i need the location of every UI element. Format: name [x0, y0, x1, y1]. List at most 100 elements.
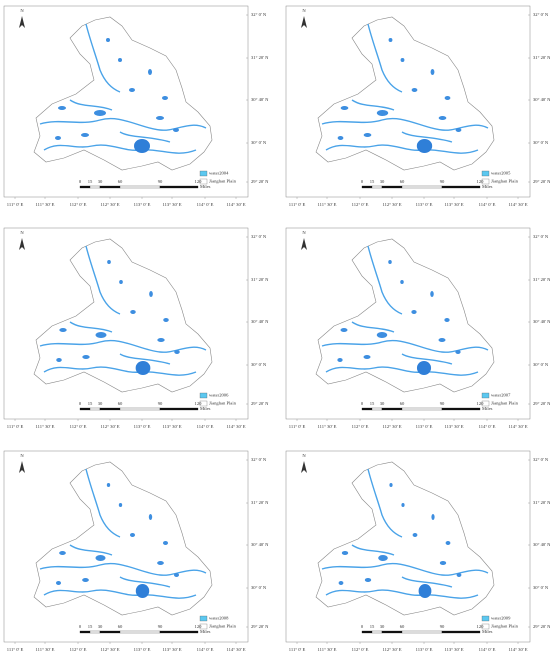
- north-label: N: [302, 453, 306, 458]
- lake: [106, 38, 110, 42]
- lake: [134, 139, 150, 153]
- lake: [376, 332, 388, 338]
- scale-segment: [159, 630, 199, 634]
- lake: [163, 318, 169, 322]
- river: [39, 117, 207, 131]
- scale-label: 90: [440, 179, 445, 184]
- lon-label: 113° 0' E: [134, 647, 151, 652]
- lon-label: 112° 0' E: [70, 202, 87, 207]
- legend-water-swatch: [199, 170, 208, 177]
- lake: [59, 551, 66, 555]
- lake: [340, 328, 348, 332]
- lake: [157, 561, 164, 565]
- scale-segment: [371, 630, 383, 634]
- lat-label: 31° 20' N: [533, 277, 550, 282]
- north-label: N: [302, 8, 306, 13]
- scale-segment: [441, 630, 481, 634]
- scale-label: 30: [380, 179, 385, 184]
- scale-label: 0: [361, 401, 364, 406]
- lake: [162, 96, 168, 100]
- lake: [401, 503, 405, 507]
- lon-label: 111° 30' E: [36, 202, 55, 207]
- lon-label: 111° 30' E: [36, 424, 55, 429]
- legend-plain-swatch: [481, 623, 490, 630]
- lat-label: 30° 0' N: [251, 585, 267, 590]
- lon-label: 113° 30' E: [444, 647, 463, 652]
- lake: [58, 106, 66, 110]
- lat-label: 30° 0' N: [533, 362, 549, 367]
- lake: [118, 58, 122, 62]
- lake: [430, 69, 435, 75]
- scale-segment: [381, 630, 403, 634]
- lake: [444, 318, 450, 322]
- lake: [129, 88, 135, 92]
- river: [69, 99, 113, 111]
- scale-segment: [361, 185, 373, 189]
- scale-segment: [119, 630, 161, 634]
- lake: [438, 116, 447, 120]
- lake: [430, 291, 434, 297]
- lake: [82, 578, 89, 582]
- scale-label: 120: [195, 624, 203, 629]
- river: [401, 131, 453, 143]
- lat-label: 31° 20' N: [251, 55, 269, 60]
- scale-segment: [371, 407, 383, 411]
- scale-label: 90: [158, 624, 163, 629]
- scale-label: 30: [98, 179, 103, 184]
- scale-label: 90: [158, 179, 163, 184]
- scale-segment: [381, 407, 403, 411]
- lon-label: 113° 0' E: [416, 424, 433, 429]
- north-label: N: [20, 8, 24, 13]
- north-arrow: [19, 461, 25, 473]
- lake: [174, 350, 180, 354]
- river: [85, 23, 121, 93]
- lake: [135, 361, 151, 375]
- lake: [95, 555, 106, 561]
- scale-label: 15: [370, 179, 375, 184]
- lake: [412, 533, 418, 537]
- lat-label: 29° 20' N: [251, 624, 269, 629]
- river: [401, 576, 453, 588]
- legend-water-label: water2005: [491, 171, 511, 176]
- scale-label: 0: [361, 179, 364, 184]
- lon-label: 111° 30' E: [36, 647, 55, 652]
- river: [321, 339, 489, 353]
- scale-label: 0: [79, 401, 82, 406]
- lake: [81, 133, 89, 137]
- lon-label: 114° 30' E: [508, 424, 527, 429]
- scale-label: 30: [98, 624, 103, 629]
- scale-label: 60: [400, 179, 405, 184]
- lake: [56, 358, 62, 362]
- scale-label: 0: [79, 179, 82, 184]
- scale-label: 120: [477, 624, 485, 629]
- lon-label: 114° 30' E: [226, 424, 245, 429]
- scale-unit: Miles: [482, 629, 493, 634]
- lon-label: 114° 0' E: [197, 424, 214, 429]
- lon-label: 111° 0' E: [289, 424, 306, 429]
- scale-segment: [361, 407, 373, 411]
- plain-outline: [33, 16, 213, 171]
- lake: [162, 541, 169, 545]
- scale-unit: Miles: [482, 406, 493, 411]
- legend-plain-swatch: [199, 178, 208, 185]
- lat-label: 30° 0' N: [251, 140, 267, 145]
- lon-label: 114° 0' E: [479, 647, 496, 652]
- lon-label: 114° 0' E: [479, 202, 496, 207]
- river: [85, 245, 121, 315]
- scale-label: 90: [158, 401, 163, 406]
- legend-plain-swatch: [199, 400, 208, 407]
- lake: [148, 514, 153, 520]
- scale-label: 15: [370, 624, 375, 629]
- lake: [376, 110, 389, 116]
- river: [367, 245, 403, 315]
- lat-label: 31° 20' N: [251, 277, 269, 282]
- lon-label: 112° 0' E: [70, 424, 87, 429]
- scale-label: 60: [118, 624, 123, 629]
- legend-water-label: water2006: [209, 393, 229, 398]
- scale-segment: [441, 407, 481, 411]
- scale-label: 30: [380, 624, 385, 629]
- lake: [411, 310, 417, 314]
- legend-plain-label: Jianghan Plain: [491, 401, 519, 406]
